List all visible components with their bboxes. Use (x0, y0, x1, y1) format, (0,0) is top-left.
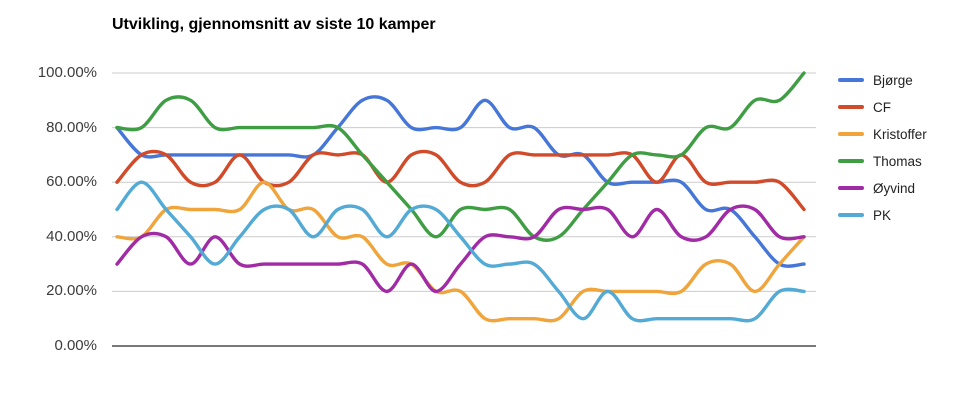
y-axis-label: 20.00% (46, 282, 97, 300)
series-line-pk[interactable] (115, 180, 806, 323)
legend-item-cf: CF (838, 98, 927, 116)
y-axis-label: 0.00% (54, 337, 97, 354)
legend-item-thomas: Thomas (838, 152, 927, 170)
series-line-oyvind[interactable] (115, 204, 806, 294)
legend-swatch-thomas (838, 159, 864, 163)
legend-swatch-cf (838, 105, 864, 109)
series-line-kristoffer[interactable] (115, 180, 806, 323)
legend-label: Thomas (873, 153, 922, 169)
y-axis-label: 80.00% (46, 118, 97, 136)
chart-legend: Bjørge CF Kristoffer Thomas Øyvind PK (838, 71, 927, 233)
legend-label: CF (873, 99, 891, 115)
series-line-bjorge[interactable] (115, 95, 806, 268)
legend-label: Øyvind (873, 180, 916, 196)
legend-item-pk: PK (838, 206, 927, 224)
legend-swatch-pk (838, 213, 864, 217)
legend-label: Bjørge (873, 72, 913, 88)
series-line-cf[interactable] (115, 149, 806, 212)
legend-swatch-oyvind (838, 186, 864, 190)
legend-label: PK (873, 207, 892, 223)
chart-title: Utvikling, gjennomsnitt av siste 10 kamp… (112, 16, 436, 33)
legend-item-bjorge: Bjørge (838, 71, 927, 89)
legend-label: Kristoffer (873, 126, 927, 142)
legend-item-kristoffer: Kristoffer (838, 125, 927, 143)
series-line-thomas[interactable] (115, 71, 806, 242)
y-axis-label: 100.00% (37, 64, 97, 81)
y-axis-label: 60.00% (46, 173, 97, 191)
y-axis: 100.00% 80.00% 60.00% 40.00% 20.00% 0.00% (0, 0, 97, 403)
legend-swatch-kristoffer (838, 132, 864, 136)
legend-swatch-bjorge (838, 78, 864, 82)
legend-item-oyvind: Øyvind (838, 179, 927, 197)
y-axis-label: 40.00% (46, 227, 97, 245)
